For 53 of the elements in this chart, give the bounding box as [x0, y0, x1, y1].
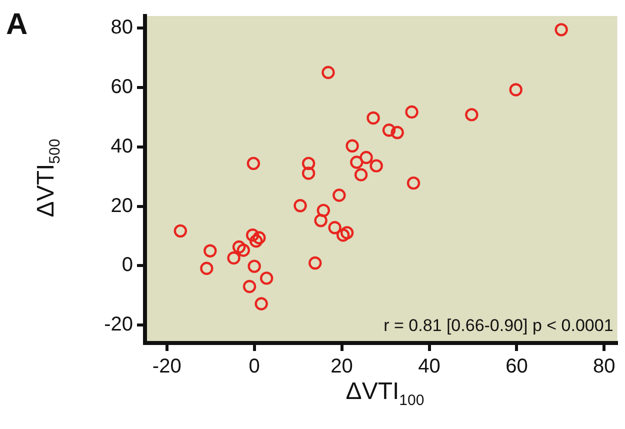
point — [509, 83, 522, 96]
point — [332, 188, 346, 202]
point — [254, 297, 268, 310]
point — [390, 126, 404, 140]
y-tick-label: 80 — [110, 16, 133, 38]
x-tick-label: 40 — [418, 356, 440, 378]
y-tick-label: 40 — [110, 135, 133, 158]
point — [236, 244, 250, 257]
point — [248, 260, 261, 273]
x-tick-label: 80 — [593, 356, 616, 378]
y-tick-label: 0 — [122, 254, 133, 276]
point — [382, 124, 396, 137]
point — [554, 23, 568, 36]
point — [316, 204, 330, 218]
point — [336, 228, 350, 242]
x-tick-label: 0 — [248, 356, 260, 378]
point — [227, 251, 240, 265]
point — [346, 139, 359, 153]
point — [294, 199, 307, 212]
point — [200, 262, 214, 275]
x-tick-label: 20 — [330, 356, 353, 378]
annotation: r = 0.81 [0.66-0.90] p < 0.0001 — [384, 316, 614, 336]
point — [308, 256, 322, 270]
chart-title: A — [6, 8, 28, 42]
point — [366, 111, 380, 125]
point — [370, 159, 383, 172]
point — [340, 226, 354, 240]
point — [302, 156, 316, 170]
point — [246, 156, 260, 170]
point — [174, 224, 188, 238]
point — [406, 176, 420, 190]
point — [322, 66, 335, 80]
x-axis-title: ΔVTI$_{100}$ — [346, 378, 424, 409]
x-tick-label: -20 — [152, 356, 182, 378]
point — [252, 231, 266, 244]
point — [328, 221, 342, 234]
point — [354, 168, 368, 182]
point — [302, 166, 316, 180]
y-tick-label: -20 — [104, 314, 133, 336]
point — [465, 108, 478, 122]
y-tick-label: 60 — [110, 76, 133, 98]
x-tick-label: 60 — [506, 356, 528, 378]
point — [405, 105, 418, 119]
point — [249, 234, 263, 248]
point — [242, 280, 256, 294]
point — [360, 150, 373, 164]
point — [350, 156, 364, 169]
point — [246, 228, 260, 242]
y-tick-label: 20 — [110, 194, 133, 217]
point — [260, 272, 274, 285]
point — [232, 240, 246, 254]
point — [204, 244, 217, 258]
point — [314, 214, 328, 228]
